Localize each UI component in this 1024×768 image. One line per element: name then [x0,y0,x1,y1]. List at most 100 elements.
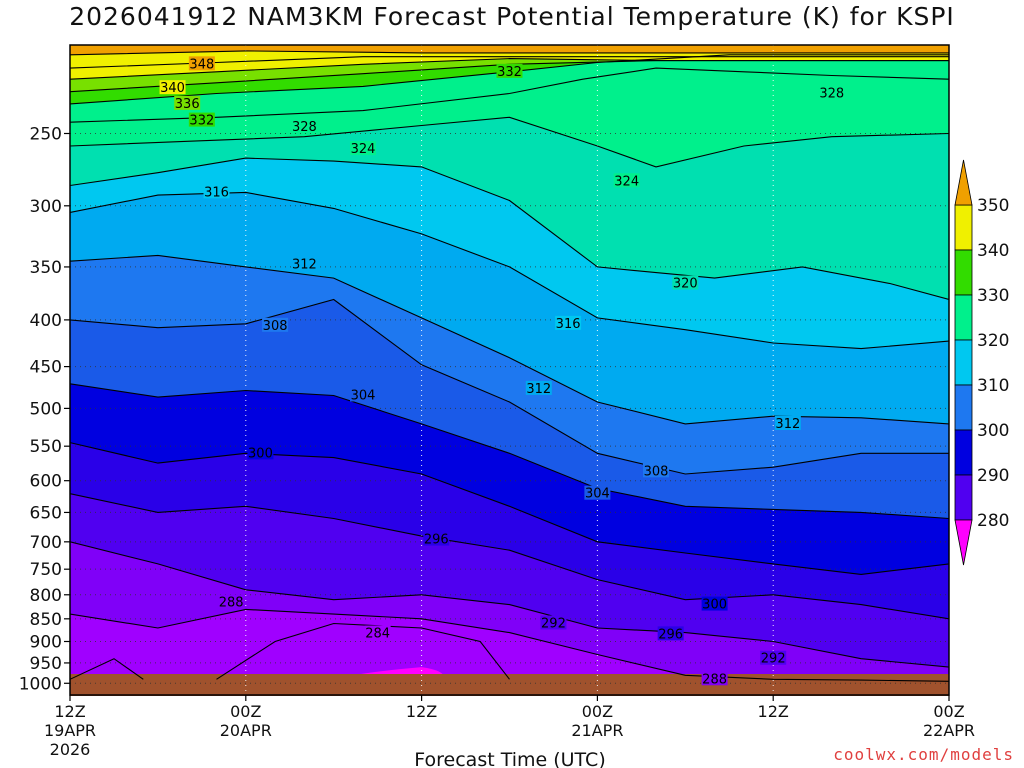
y-tick-label-800: 800 [30,586,62,606]
y-tick-label-500: 500 [30,399,62,419]
contour-label-text: 292 [541,616,566,631]
contour-label-bg [291,256,318,271]
contour-line-304-11 [70,383,949,520]
contour-label-text: 312 [292,258,317,273]
colorbar-label-340: 340 [977,241,1009,261]
contour-line-348-0 [70,50,949,56]
contour-label-312-13: 312 [525,380,552,397]
colorbar-segment-4 [954,384,973,431]
y-tick-label-900: 900 [30,632,62,652]
contour-label-340-1: 340 [159,80,186,96]
ground-surface [70,674,949,696]
colorbar-segment-3 [954,339,973,386]
contour-label-bg [584,485,611,500]
y-tick-label-750: 750 [30,560,62,580]
contour-label-bg [423,531,450,546]
contour-label-332-4: 332 [496,63,523,80]
x-tick-label-0: 12Z [54,702,85,721]
contour-label-text: 348 [189,57,214,72]
plot-frame [69,44,950,696]
contour-label-text: 308 [644,464,669,479]
x-tick-label-1: 00Z [230,702,261,721]
contour-label-296-22: 296 [657,626,684,642]
contour-label-300-19: 300 [247,445,274,461]
y-tick-label-400: 400 [30,311,62,331]
contour-label-text: 324 [614,174,639,189]
contour-label-text: 304 [351,388,376,403]
x-tick-label-4: 12Z [758,702,789,721]
contour-label-288-25: 288 [218,594,245,611]
contour-label-bg [262,317,289,332]
contour-label-bg [159,80,186,95]
colorbar-label-320: 320 [977,331,1009,351]
contour-label-bg [701,596,728,611]
contour-label-text: 304 [585,487,610,502]
contour-label-308-16: 308 [643,463,669,479]
contour-label-text: 312 [775,417,800,432]
contour-label-292-24: 292 [760,650,787,667]
contour-label-bg [540,615,567,630]
contour-label-bg [613,173,640,188]
y-tick-label-350: 350 [30,258,62,278]
contour-label-bg [701,671,728,686]
colorbar-segment-6 [954,474,973,521]
y-tick-label-600: 600 [30,472,62,492]
y-tick-label-700: 700 [30,533,62,553]
contour-label-bg [555,315,582,330]
y-tick-label-650: 650 [30,503,62,523]
x-tick-year-0: 2026 [50,740,91,759]
colorbar-label-300: 300 [977,421,1009,441]
colorbar-label-330: 330 [977,286,1009,306]
colorbar-segment-2 [954,294,973,341]
colorbar-arrow-bottom [954,519,973,566]
y-tick-label-300: 300 [30,197,62,217]
contour-label-bg [218,594,245,609]
contour-label-bg [760,650,787,665]
chart-title: 2026041912 NAM3KM Forecast Potential Tem… [69,2,955,31]
contour-line-312-9 [70,254,949,425]
contour-label-304-17: 304 [350,387,376,403]
contour-label-bg [672,275,699,290]
contour-label-text: 332 [497,65,522,80]
contour-line-300-12 [70,442,949,575]
contour-line-296-13 [70,493,949,620]
y-tick-label-250: 250 [30,124,62,144]
contour-label-324-8: 324 [613,173,640,189]
contour-label-text: 328 [819,86,844,101]
colorbar-label-280: 280 [977,511,1009,531]
contour-label-text: 300 [248,446,273,461]
x-tick-label-2: 12Z [406,702,437,721]
contour-label-text: 336 [175,97,200,112]
contour-label-296-21: 296 [423,531,450,548]
contour-line-328-5 [70,67,949,123]
fill-band-348 [70,45,949,55]
filled-contours [70,45,949,695]
x-tick-date-5: 22APR [923,721,975,740]
x-tick-date-3: 21APR [571,721,623,740]
y-tick-label-450: 450 [30,358,62,378]
contour-line-284-17 [70,658,144,680]
contour-label-bg [188,112,215,127]
contour-label-bg [203,184,230,199]
contour-label-text: 296 [424,533,449,548]
contour-line-324-6 [70,116,949,168]
contour-label-bg [350,141,376,156]
x-tick-date-0: 19APR [44,721,96,740]
contour-label-text: 284 [365,626,390,641]
contour-label-bg [364,625,391,640]
x-tick-label-3: 00Z [582,702,613,721]
x-tick-date-1: 20APR [220,721,272,740]
contour-label-336-2: 336 [174,95,201,112]
contour-label-text: 340 [160,81,185,96]
y-axis: 2503003504004505005506006507007508008509… [19,124,70,694]
contour-label-316-10: 316 [203,184,230,200]
contour-label-text: 312 [526,382,551,397]
colorbar-segment-0 [954,204,973,251]
contour-label-bg [657,626,684,641]
contour-label-text: 320 [673,277,698,292]
credit-text: coolwx.com/models [833,745,1014,764]
contour-line-320-7 [70,157,949,301]
